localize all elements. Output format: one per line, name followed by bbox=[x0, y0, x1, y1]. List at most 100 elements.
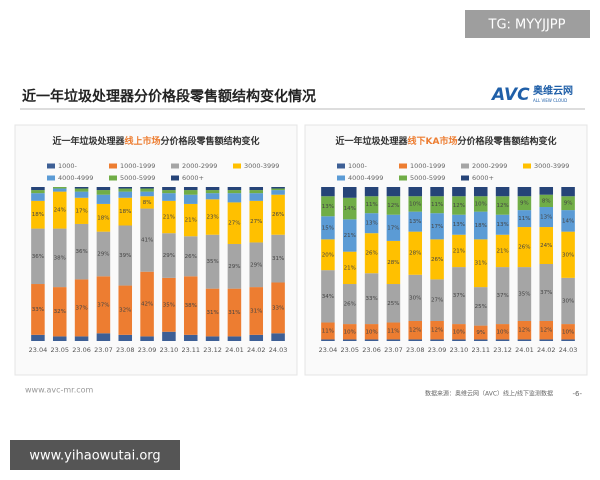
legend-swatch bbox=[337, 163, 345, 169]
bar-segment bbox=[342, 284, 357, 325]
bar-segment bbox=[517, 196, 532, 211]
bar-segment bbox=[205, 187, 220, 191]
legend-label: 5000-5999 bbox=[410, 174, 445, 182]
data-label: 10% bbox=[496, 329, 508, 335]
bar-segment bbox=[227, 202, 242, 244]
bar-segment bbox=[249, 190, 264, 194]
legend-label: 4000-4999 bbox=[348, 174, 383, 182]
logo-name: 奥维云网 bbox=[533, 84, 573, 97]
x-tick-label: 23.12 bbox=[203, 346, 222, 354]
data-label: 31% bbox=[272, 256, 284, 262]
bar-segment bbox=[452, 324, 466, 340]
data-label: 8% bbox=[143, 200, 152, 206]
bar-segment bbox=[31, 228, 45, 285]
data-label: 17% bbox=[431, 224, 443, 230]
chart-title-part: 线上市场 bbox=[124, 135, 160, 147]
data-label: 34% bbox=[322, 294, 334, 300]
bar-segment bbox=[227, 336, 242, 341]
bar-segment bbox=[495, 187, 510, 197]
legend-label: 1000- bbox=[348, 162, 368, 170]
bar-segment bbox=[227, 243, 242, 289]
legend-label: 3000-3999 bbox=[244, 162, 279, 170]
data-label: 30% bbox=[562, 252, 574, 258]
bar-segment bbox=[539, 264, 554, 321]
bar-segment bbox=[271, 194, 285, 235]
legend-swatch bbox=[109, 163, 117, 169]
bar-segment bbox=[321, 322, 335, 340]
x-tick-label: 24.01 bbox=[515, 346, 534, 354]
bar-segment bbox=[118, 188, 133, 192]
chart-title: 近一年垃圾处理器线上市场分价格段零售额结构变化 bbox=[52, 135, 259, 147]
data-label: 32% bbox=[119, 308, 131, 314]
bar-segment bbox=[561, 231, 575, 278]
chart-title: 近一年垃圾处理器线下KA市场分价格段零售额结构变化 bbox=[336, 135, 557, 147]
data-label: 12% bbox=[518, 328, 530, 334]
x-tick-label: 23.10 bbox=[160, 346, 179, 354]
bar-segment bbox=[430, 187, 444, 197]
data-label: 21% bbox=[453, 248, 465, 254]
bar-segment bbox=[321, 196, 335, 217]
bar-segment bbox=[183, 236, 198, 277]
data-label: 12% bbox=[453, 203, 465, 209]
data-label: 26% bbox=[344, 302, 356, 308]
bar-segment bbox=[74, 187, 89, 189]
bar-segment bbox=[271, 190, 285, 195]
bar-segment bbox=[118, 285, 133, 335]
bar-segment bbox=[342, 251, 357, 285]
x-tick-label: 23.05 bbox=[340, 346, 359, 354]
x-tick-label: 23.06 bbox=[362, 346, 381, 354]
bar-segment bbox=[473, 187, 488, 197]
bar-segment bbox=[386, 322, 401, 340]
data-label: 37% bbox=[453, 293, 465, 299]
bar-segment bbox=[342, 197, 357, 220]
x-tick-label: 23.12 bbox=[493, 346, 512, 354]
bar-segment bbox=[408, 339, 423, 341]
bar-segment bbox=[364, 187, 379, 197]
bar-segment bbox=[342, 339, 357, 341]
data-label: 26% bbox=[518, 245, 530, 251]
data-label: 9% bbox=[476, 330, 485, 336]
data-label: 20% bbox=[322, 252, 334, 258]
bar-segment bbox=[74, 279, 89, 337]
data-label: 11% bbox=[518, 216, 530, 222]
bar-segment bbox=[517, 339, 532, 341]
data-label: 24% bbox=[540, 243, 552, 249]
bar-segment bbox=[183, 334, 198, 341]
bar-segment bbox=[118, 225, 133, 286]
data-label: 9% bbox=[564, 201, 573, 207]
bar-segment bbox=[321, 239, 335, 271]
legend-label: 6000+ bbox=[182, 174, 204, 182]
data-label: 13% bbox=[322, 204, 334, 210]
data-label: 10% bbox=[475, 201, 487, 207]
bar-segment bbox=[74, 191, 89, 198]
logo-mark: AVC bbox=[490, 85, 530, 105]
data-label: 11% bbox=[365, 202, 377, 208]
bar-segment bbox=[430, 239, 444, 280]
data-label: 37% bbox=[496, 293, 508, 299]
bar-segment bbox=[96, 276, 111, 334]
data-label: 30% bbox=[562, 298, 574, 304]
data-label: 31% bbox=[228, 310, 240, 316]
legend-label: 3000-3999 bbox=[534, 162, 569, 170]
x-tick-label: 24.01 bbox=[225, 346, 244, 354]
data-label: 8% bbox=[542, 198, 551, 204]
data-label: 26% bbox=[185, 254, 197, 260]
bar-segment bbox=[271, 333, 285, 341]
data-label: 26% bbox=[431, 257, 443, 263]
x-tick-label: 24.02 bbox=[537, 346, 556, 354]
bar-segment bbox=[539, 207, 554, 228]
bar-segment bbox=[539, 194, 554, 208]
legend-swatch bbox=[399, 163, 407, 169]
bar-segment bbox=[31, 284, 45, 335]
chart-title-part: 分价格段零售额结构变化 bbox=[161, 135, 260, 147]
bar-segment bbox=[31, 200, 45, 229]
data-label: 10% bbox=[409, 201, 421, 207]
data-label: 39% bbox=[119, 253, 131, 259]
bar-segment bbox=[430, 320, 444, 340]
data-label: 11% bbox=[431, 202, 443, 208]
bar-segment bbox=[517, 227, 532, 268]
bar-segment bbox=[183, 194, 198, 204]
bar-segment bbox=[430, 196, 444, 214]
legend-swatch bbox=[523, 163, 531, 169]
legend-swatch bbox=[461, 163, 469, 169]
